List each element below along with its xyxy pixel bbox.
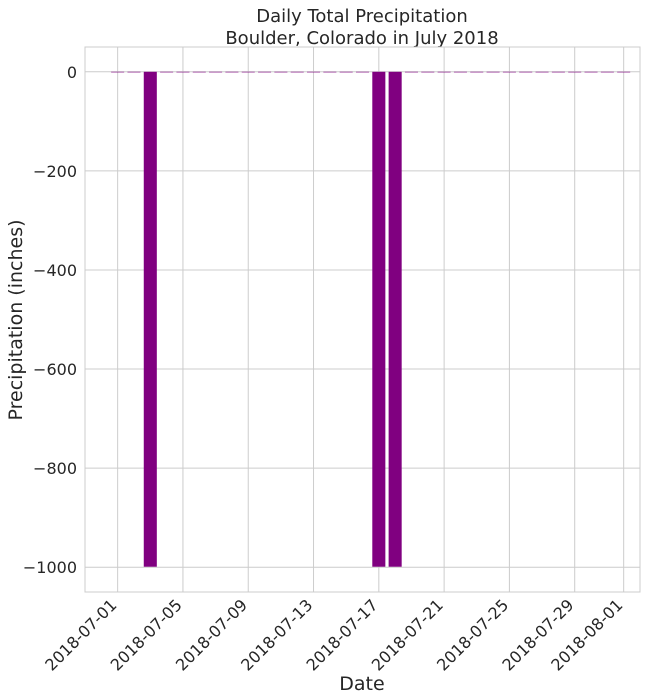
y-tick-label: −200 — [33, 162, 77, 181]
bar — [453, 71, 467, 73]
bar — [355, 71, 370, 73]
bar — [372, 71, 386, 567]
y-axis-ticks: 0 −200 −400 −600 −800 −1000 — [23, 63, 77, 577]
bar — [225, 71, 239, 73]
bar — [584, 71, 598, 73]
bar — [568, 71, 582, 73]
y-axis-label: Precipitation (inches) — [5, 219, 27, 420]
bar — [241, 71, 255, 73]
bar — [486, 71, 500, 73]
bar — [192, 71, 206, 73]
bar — [258, 71, 272, 73]
plot-area — [84, 46, 641, 593]
bar — [519, 71, 533, 73]
y-tick-label: −400 — [33, 261, 77, 280]
y-tick-label: −600 — [33, 360, 77, 379]
bar — [176, 71, 190, 73]
bars — [111, 71, 631, 567]
bar — [274, 71, 288, 73]
x-axis-ticks: 2018-07-012018-07-052018-07-092018-07-13… — [41, 595, 626, 674]
bar — [307, 71, 321, 73]
bar — [617, 71, 631, 73]
chart-title-line-2: Boulder, Colorado in July 2018 — [225, 28, 498, 49]
bar — [111, 71, 125, 73]
bar — [470, 71, 484, 73]
chart-title-line-1: Daily Total Precipitation — [256, 6, 468, 27]
bar — [404, 71, 418, 73]
bar — [323, 71, 337, 73]
bar — [600, 71, 614, 73]
chart-title: Daily Total Precipitation Boulder, Color… — [225, 6, 498, 49]
bar — [127, 71, 141, 73]
plot-frame — [84, 46, 641, 593]
bar — [290, 71, 304, 73]
bar — [339, 71, 353, 73]
bar — [551, 71, 565, 73]
y-tick-label: −1000 — [23, 558, 77, 577]
bar — [209, 71, 223, 73]
bar — [502, 71, 516, 73]
bar — [160, 71, 174, 73]
y-tick-label: −800 — [33, 459, 77, 478]
bar — [421, 71, 435, 73]
x-axis-label: Date — [339, 673, 384, 695]
bar — [535, 71, 549, 73]
bar — [143, 71, 157, 567]
y-tick-label: 0 — [67, 63, 77, 82]
bar — [388, 71, 402, 567]
bar — [437, 71, 451, 73]
